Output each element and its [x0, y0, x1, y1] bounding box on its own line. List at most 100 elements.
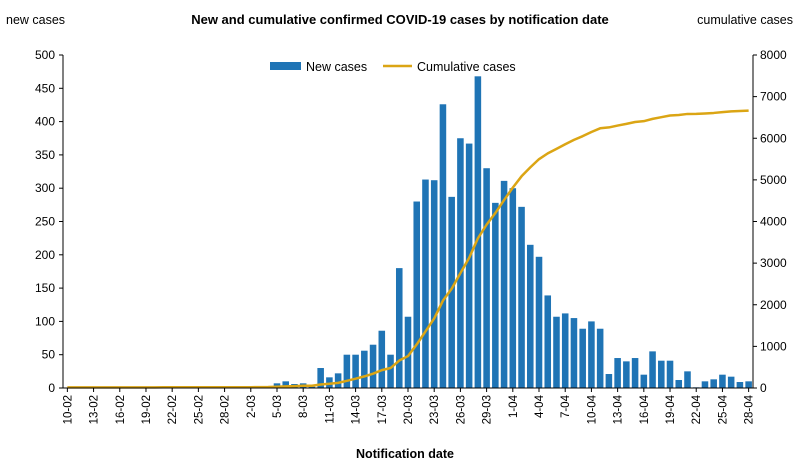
bar-new-cases	[492, 202, 499, 388]
bar-new-cases	[474, 76, 482, 388]
y-left-tick-label: 200	[35, 248, 55, 262]
bar-new-cases	[465, 143, 473, 388]
bar-new-cases	[518, 206, 525, 388]
x-tick-label: 19-04	[665, 394, 677, 424]
bar-new-cases	[623, 361, 630, 388]
bar-new-cases	[710, 379, 717, 388]
y-left-tick-label: 50	[42, 348, 56, 362]
bar-new-cases	[640, 374, 648, 388]
bar-new-cases	[675, 380, 683, 388]
plot-area: 0 50 100 150 200 250 300 350 400 450 500 0 1000 2000…	[35, 48, 787, 424]
legend-label-cumulative-cases: Cumulative cases	[417, 60, 516, 74]
bar-new-cases	[727, 376, 735, 388]
legend: New cases Cumulative cases	[270, 60, 516, 74]
bar-new-cases	[553, 316, 560, 388]
x-tick-label: 22-04	[691, 394, 703, 424]
bar-new-cases	[395, 268, 403, 388]
x-tick-label: 11-03	[324, 395, 336, 424]
x-tick-label: 26-03	[455, 395, 467, 424]
x-tick-label: 5-03	[272, 395, 284, 418]
y-right-tick-label: 3000	[760, 256, 787, 270]
bar-new-cases	[361, 350, 368, 388]
legend-label-new-cases: New cases	[306, 60, 367, 74]
bar-new-cases	[527, 244, 534, 388]
x-tick-label: 20-03	[403, 395, 415, 424]
legend-swatch-new-cases	[270, 62, 301, 70]
bar-new-cases	[701, 381, 709, 388]
x-tick-label: 2-03	[246, 395, 258, 418]
bar-new-cases	[404, 316, 412, 388]
x-tick-label: 1-04	[508, 394, 520, 418]
bar-new-cases	[666, 360, 674, 388]
bar-new-cases	[448, 196, 455, 388]
bar-new-cases	[334, 373, 342, 388]
bar-new-cases	[352, 354, 359, 388]
bar-new-cases	[413, 201, 421, 388]
x-tick-label: 10-02	[62, 395, 74, 424]
y-left-tick-label: 100	[35, 314, 55, 328]
bar-new-cases	[430, 180, 438, 388]
bar-new-cases	[439, 104, 447, 388]
y-right-tick-label: 6000	[760, 131, 787, 145]
bar-new-cases	[745, 381, 752, 388]
y-right-tick-label: 0	[760, 381, 767, 395]
x-tick-label: 16-04	[639, 394, 651, 424]
bar-new-cases	[369, 344, 377, 388]
x-tick-label: 7-04	[560, 394, 572, 418]
bar-new-cases	[282, 381, 289, 388]
x-tick-label: 28-04	[744, 394, 756, 424]
bar-new-cases	[631, 358, 639, 388]
bar-new-cases	[308, 386, 316, 388]
bar-new-cases	[378, 330, 386, 388]
bar-new-cases	[649, 351, 656, 388]
y-left-tick-label: 450	[35, 81, 55, 95]
x-tick-label: 8-03	[298, 395, 310, 418]
y-right-tick-label: 8000	[760, 48, 787, 62]
y-left-tick-label: 350	[35, 148, 55, 162]
y-axis-right-title: cumulative cases	[697, 13, 793, 27]
bar-new-cases	[719, 374, 726, 388]
bar-new-cases	[343, 354, 351, 388]
y-left-tick-label: 500	[35, 48, 55, 62]
y-axis-right-ticks: 0 1000 2000 3000 4000 5000 6000 7000 8000	[753, 48, 787, 395]
y-axis-left-title: new cases	[6, 13, 65, 27]
y-left-tick-label: 150	[35, 281, 55, 295]
bar-new-cases	[561, 313, 569, 388]
x-tick-label: 4-04	[534, 394, 546, 418]
bar-series-new-cases	[195, 76, 752, 388]
bar-new-cases	[544, 295, 552, 388]
bar-new-cases	[579, 328, 586, 388]
x-tick-label: 16-02	[115, 395, 127, 424]
x-tick-label: 14-03	[351, 395, 363, 424]
bar-new-cases	[736, 382, 744, 388]
bar-new-cases	[483, 168, 490, 388]
y-left-tick-label: 300	[35, 181, 55, 195]
x-tick-label: 19-02	[141, 395, 153, 424]
bar-new-cases	[588, 321, 595, 388]
y-right-tick-label: 2000	[760, 298, 787, 312]
y-axis-left-ticks: 0 50 100 150 200 250 300 350 400 450 500	[35, 48, 63, 395]
y-left-tick-label: 400	[35, 115, 55, 129]
bar-new-cases	[596, 328, 604, 388]
x-axis-title: Notification date	[356, 447, 454, 461]
bar-new-cases	[457, 138, 464, 388]
bar-new-cases	[535, 256, 543, 388]
bar-new-cases	[509, 188, 517, 388]
bar-new-cases	[605, 374, 613, 388]
line-series-cumulative-cases	[67, 109, 749, 389]
bar-new-cases	[317, 368, 324, 388]
x-tick-label: 23-03	[429, 395, 441, 424]
bar-new-cases	[684, 371, 691, 388]
x-tick-label: 25-02	[193, 395, 205, 424]
y-right-tick-label: 7000	[760, 90, 787, 104]
x-tick-label: 22-02	[167, 395, 179, 424]
x-tick-label: 13-04	[613, 394, 625, 424]
y-left-tick-label: 0	[48, 381, 55, 395]
y-left-tick-label: 250	[35, 215, 55, 229]
x-tick-label: 13-02	[89, 395, 101, 424]
x-tick-label: 25-04	[717, 394, 729, 424]
y-right-tick-label: 1000	[760, 339, 787, 353]
bar-new-cases	[422, 179, 429, 388]
x-tick-label: 29-03	[482, 395, 494, 424]
